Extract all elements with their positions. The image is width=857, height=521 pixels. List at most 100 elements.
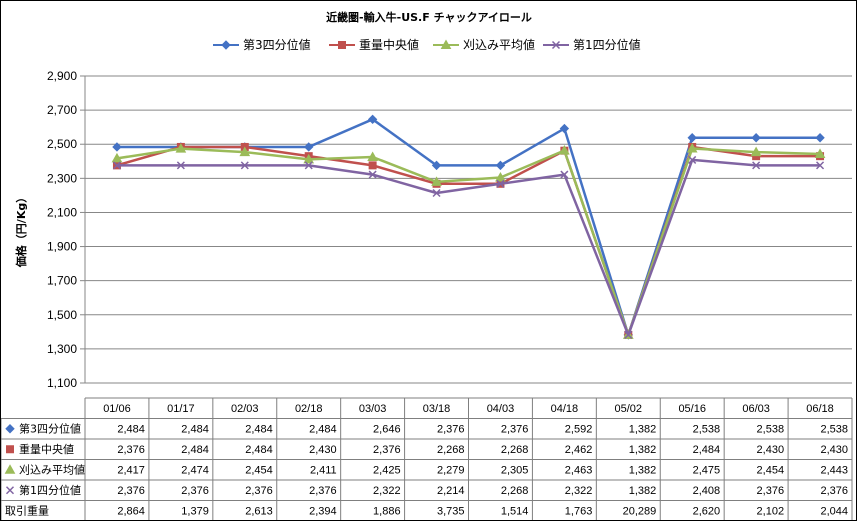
table-cell: 1,379 xyxy=(181,506,209,518)
data-point-s3-12 xyxy=(814,148,826,158)
x-category-label: 06/03 xyxy=(742,403,770,415)
table-cell: 2,408 xyxy=(693,485,721,497)
data-point-s4-3 xyxy=(240,161,249,170)
legend-label-2: 重量中央値 xyxy=(359,37,419,52)
table-cell: 2,538 xyxy=(820,424,848,436)
y-tick-label: 1,500 xyxy=(47,308,77,322)
table-cell: 2,322 xyxy=(565,485,593,497)
table-cell: 2,394 xyxy=(309,506,337,518)
table-cell: 2,411 xyxy=(310,465,337,477)
legend-marker-3 xyxy=(440,39,452,49)
data-point-s3-6 xyxy=(431,176,442,186)
data-point-s4-9 xyxy=(624,330,633,339)
y-axis-label: 価格（円/Kg） xyxy=(14,192,28,268)
data-point-s4-4 xyxy=(304,161,313,170)
y-tick-label: 1,900 xyxy=(47,240,77,254)
chart-title: 近畿圏-輸入牛-US.F チャックアイロール xyxy=(326,10,532,24)
data-point-s1-4 xyxy=(304,142,314,152)
table-cell: 2,376 xyxy=(309,485,337,497)
x-category-label: 06/18 xyxy=(806,403,834,415)
table-cell: 2,484 xyxy=(309,424,337,436)
table-row-header: 第1四分位値 xyxy=(19,483,81,497)
data-point-s3-11 xyxy=(750,146,762,157)
table-cell: 2,279 xyxy=(437,465,465,477)
legend-label-4: 第1四分位値 xyxy=(573,37,641,52)
table-cell: 2,484 xyxy=(245,444,273,456)
x-category-label: 04/03 xyxy=(487,403,515,415)
data-point-s2-5 xyxy=(368,161,377,170)
table-cell: 2,864 xyxy=(117,506,145,518)
x-category-label: 03/18 xyxy=(423,403,451,415)
table-cell: 1,382 xyxy=(629,444,657,456)
table-cell: 2,484 xyxy=(181,424,209,436)
y-tick-label: 1,100 xyxy=(47,376,77,390)
table-legend-key-1 xyxy=(5,424,15,434)
table-cell: 1,514 xyxy=(501,506,529,518)
y-tick-label: 2,700 xyxy=(47,103,77,117)
legend-marker-1 xyxy=(221,40,231,50)
data-point-s3-1 xyxy=(111,152,123,163)
data-point-s1-7 xyxy=(495,160,506,171)
table-cell: 2,376 xyxy=(820,485,848,497)
data-point-s1-8 xyxy=(559,123,570,134)
table-cell: 2,430 xyxy=(309,444,337,456)
table-row-header: 刈込み平均値 xyxy=(19,464,85,477)
data-point-s4-7 xyxy=(496,179,505,188)
data-point-s1-1 xyxy=(112,142,122,152)
series-line-3 xyxy=(116,147,821,337)
data-point-s1-5 xyxy=(367,114,378,125)
table-cell: 2,474 xyxy=(181,465,209,477)
data-point-s4-12 xyxy=(816,161,825,170)
data-point-s3-7 xyxy=(495,171,506,182)
table-cell: 2,430 xyxy=(820,444,848,456)
y-tick-label: 1,300 xyxy=(47,342,77,356)
data-point-s1-12 xyxy=(815,133,825,143)
data-point-s4-10 xyxy=(688,155,697,164)
table-legend-key-4 xyxy=(5,486,15,495)
table-cell: 2,484 xyxy=(693,444,721,456)
data-point-s4-5 xyxy=(368,170,377,179)
x-category-label: 01/06 xyxy=(103,403,131,415)
legend-marker-4 xyxy=(551,40,561,50)
table-cell: 20,289 xyxy=(623,506,657,518)
table-cell: 2,376 xyxy=(501,424,529,436)
table-cell: 2,443 xyxy=(820,465,848,477)
table-row-header: 第3四分位値 xyxy=(19,422,81,436)
table-cell: 2,613 xyxy=(245,506,273,518)
table-cell: 2,376 xyxy=(437,424,465,436)
table-cell: 2,484 xyxy=(181,444,209,456)
table-cell: 2,376 xyxy=(373,444,401,456)
table-cell: 2,538 xyxy=(757,424,785,436)
y-tick-label: 2,900 xyxy=(47,69,77,83)
table-cell: 2,376 xyxy=(117,444,145,456)
legend-label-1: 第3四分位値 xyxy=(243,37,311,52)
table-cell: 2,044 xyxy=(820,506,848,518)
table-cell: 2,484 xyxy=(245,424,273,436)
legend-marker-2 xyxy=(338,41,346,49)
data-point-s4-1 xyxy=(112,161,121,170)
table-cell: 2,322 xyxy=(373,485,401,497)
table-cell: 2,376 xyxy=(117,485,145,497)
data-point-s3-3 xyxy=(239,146,251,157)
data-point-s1-10 xyxy=(687,133,697,143)
table-cell: 2,376 xyxy=(181,485,209,497)
x-category-label: 02/18 xyxy=(295,403,323,415)
data-point-s4-6 xyxy=(432,188,441,198)
table-cell: 1,382 xyxy=(629,424,657,436)
y-tick-label: 2,100 xyxy=(47,205,77,219)
table-legend-key-2 xyxy=(6,445,14,454)
table-cell: 2,463 xyxy=(565,465,593,477)
table-cell: 3,735 xyxy=(437,506,465,518)
table-cell: 2,214 xyxy=(437,485,465,497)
table-row-header: 取引重量 xyxy=(5,504,49,518)
table-cell: 2,376 xyxy=(757,485,785,497)
x-category-label: 04/18 xyxy=(551,403,579,415)
y-tick-label: 2,300 xyxy=(47,171,77,185)
data-point-s3-2 xyxy=(175,143,187,153)
table-cell: 2,484 xyxy=(117,424,145,436)
data-point-s1-11 xyxy=(751,133,761,143)
table-row-header: 重量中央値 xyxy=(19,442,74,456)
y-tick-label: 1,700 xyxy=(47,274,77,288)
